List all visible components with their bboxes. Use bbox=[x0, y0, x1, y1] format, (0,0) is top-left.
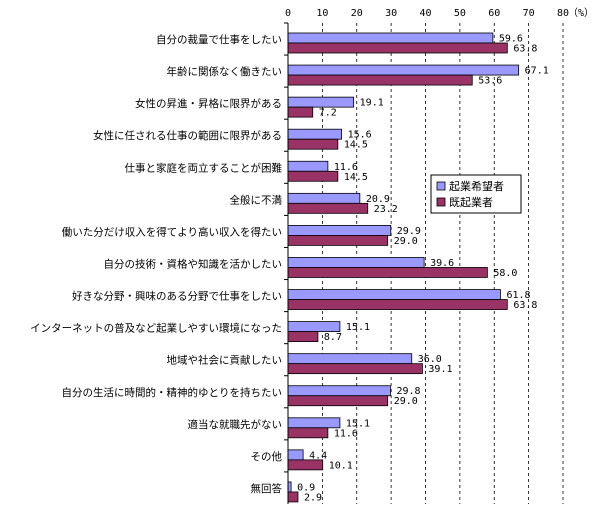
x-tick-label: 60 bbox=[488, 8, 500, 19]
x-tick-label: 0 bbox=[285, 8, 291, 19]
category-label: 適当な就職先がない bbox=[188, 418, 283, 431]
data-label: 23.2 bbox=[374, 204, 398, 215]
data-label: 63.8 bbox=[513, 44, 537, 55]
bar-kigyo-kibousha bbox=[287, 192, 361, 204]
category-label: 女性に任される仕事の範囲に限界がある bbox=[93, 129, 282, 142]
bar-kigyo-kibousha bbox=[287, 449, 304, 461]
bar-kikigyousha bbox=[287, 74, 473, 86]
bar-kikigyousha bbox=[287, 363, 423, 375]
data-label: 4.4 bbox=[309, 450, 327, 461]
data-label: 61.8 bbox=[506, 290, 530, 301]
bar-kigyo-kibousha bbox=[287, 128, 343, 140]
data-label: 15.1 bbox=[346, 322, 370, 333]
category-label: 自分の生活に時間的・精神的ゆとりを持ちたい bbox=[62, 386, 283, 399]
category-label: 全般に不満 bbox=[230, 193, 283, 206]
bar-kikigyousha bbox=[287, 234, 389, 246]
legend-swatch bbox=[436, 197, 446, 207]
data-label: 14.5 bbox=[344, 172, 368, 183]
bar-kikigyousha bbox=[287, 170, 339, 182]
x-tick-label: 40 bbox=[419, 8, 431, 19]
category-label: 女性の昇進・昇格に限界がある bbox=[135, 97, 282, 110]
data-label: 58.0 bbox=[493, 268, 517, 279]
data-label: 7.2 bbox=[319, 108, 337, 119]
bar-kigyo-kibousha bbox=[287, 64, 520, 76]
bar-kikigyousha bbox=[287, 267, 488, 278]
data-label: 63.8 bbox=[513, 300, 537, 311]
x-tick-label: 50 bbox=[454, 8, 466, 19]
bar-kikigyousha bbox=[287, 138, 339, 150]
legend-label: 既起業者 bbox=[449, 196, 493, 209]
bar-kigyo-kibousha bbox=[287, 257, 425, 268]
x-tick-label: 80 bbox=[557, 8, 569, 19]
data-label: 29.0 bbox=[394, 236, 418, 247]
bar-kigyo-kibousha bbox=[287, 385, 391, 397]
data-label: 15.6 bbox=[348, 130, 372, 141]
category-label: 無回答 bbox=[251, 482, 283, 495]
bar-kigyo-kibousha bbox=[287, 353, 413, 365]
bar-kikigyousha bbox=[287, 202, 369, 214]
x-tick-label: 30 bbox=[385, 8, 397, 19]
bar-kikigyousha bbox=[287, 395, 389, 407]
x-tick-label: 70 bbox=[523, 8, 535, 19]
bar-kigyo-kibousha bbox=[287, 96, 355, 108]
category-label: 地域や社会に貢献したい bbox=[167, 354, 283, 367]
unit-label: （%） bbox=[568, 7, 594, 19]
data-label: 8.7 bbox=[324, 332, 342, 343]
category-label: 自分の裁量で仕事をしたい bbox=[156, 33, 282, 46]
data-label: 11.6 bbox=[334, 428, 358, 439]
data-label: 39.6 bbox=[430, 258, 454, 269]
bar-kigyo-kibousha bbox=[287, 289, 501, 300]
bar-kikigyousha bbox=[287, 299, 508, 310]
data-label: 15.1 bbox=[346, 418, 370, 429]
bar-kigyo-kibousha bbox=[287, 417, 341, 429]
bar-kigyo-kibousha bbox=[287, 224, 392, 236]
data-label: 36.0 bbox=[418, 354, 442, 365]
data-label: 19.1 bbox=[360, 98, 384, 109]
category-label: 働いた分だけ収入を得てより高い収入を得たい bbox=[62, 225, 282, 238]
data-label: 29.9 bbox=[397, 226, 421, 237]
data-label: 11.6 bbox=[334, 162, 358, 173]
bar-kikigyousha bbox=[287, 331, 319, 343]
data-label: 0.9 bbox=[297, 482, 315, 493]
data-label: 10.1 bbox=[329, 460, 353, 471]
bar-kigyo-kibousha bbox=[287, 321, 341, 333]
data-label: 2.9 bbox=[304, 492, 322, 503]
data-label: 59.6 bbox=[499, 34, 523, 45]
bar-kikigyousha bbox=[287, 427, 329, 439]
category-label: 好きな分野・興味のある分野で仕事をしたい bbox=[72, 290, 282, 303]
bar-kigyo-kibousha bbox=[287, 32, 494, 44]
category-label: インターネットの普及など起業しやすい環境になった bbox=[30, 322, 282, 335]
data-label: 67.1 bbox=[525, 66, 549, 77]
x-tick-label: 10 bbox=[316, 8, 328, 19]
bar-kikigyousha bbox=[287, 106, 314, 118]
data-label: 29.0 bbox=[394, 396, 418, 407]
bar-kikigyousha bbox=[287, 42, 508, 54]
category-label: 仕事と家庭を両立することが困難 bbox=[125, 161, 283, 174]
legend-swatch bbox=[436, 181, 446, 191]
category-label: 自分の技術・資格や知識を活かしたい bbox=[104, 258, 283, 271]
data-label: 53.6 bbox=[478, 76, 502, 87]
x-tick-label: 20 bbox=[351, 8, 363, 19]
category-label: 年齢に関係なく働きたい bbox=[167, 65, 283, 78]
category-label: その他 bbox=[251, 450, 283, 463]
data-label: 14.5 bbox=[344, 140, 368, 151]
data-label: 29.8 bbox=[396, 386, 420, 397]
bar-kigyo-kibousha bbox=[287, 160, 329, 172]
legend-label: 起業希望者 bbox=[449, 179, 504, 193]
legend-box bbox=[430, 174, 522, 214]
data-label: 20.9 bbox=[366, 194, 390, 205]
data-label: 39.1 bbox=[428, 364, 452, 375]
